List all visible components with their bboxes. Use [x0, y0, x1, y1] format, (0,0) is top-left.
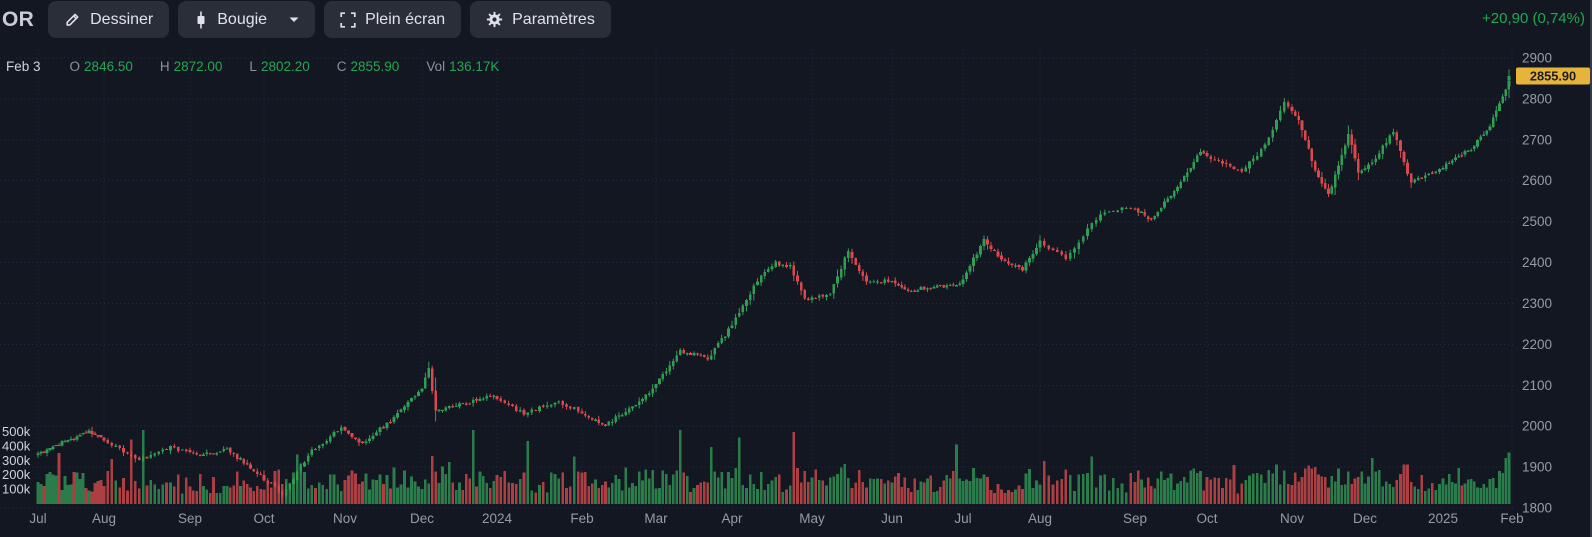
- ohlc-bar: Feb 3 O 2846.50 H 2872.00 L 2802.20 C 2855.9…: [6, 59, 526, 74]
- fullscreen-button[interactable]: Plein écran: [324, 1, 462, 38]
- y-tick: 2800: [1522, 91, 1552, 106]
- y-tick: 2400: [1522, 255, 1552, 270]
- x-tick: Feb: [570, 511, 593, 526]
- y-tick: 2600: [1522, 173, 1552, 188]
- x-tick: 2024: [482, 511, 513, 526]
- fullscreen-icon: [340, 11, 356, 28]
- y-tick: 1800: [1522, 501, 1552, 516]
- settings-button[interactable]: Paramètres: [470, 1, 611, 38]
- x-tick: Apr: [721, 511, 743, 526]
- x-tick: Jun: [881, 511, 903, 526]
- candles-layer: [36, 69, 1511, 498]
- x-tick: Jul: [954, 511, 971, 526]
- volume-tick: 300k: [2, 453, 31, 468]
- toolbar: OR Dessiner Bougie Plein écran: [0, 1, 611, 38]
- x-tick: Oct: [1196, 511, 1217, 526]
- x-axis-labels[interactable]: Jul Aug Sep Oct Nov Dec 2024 Feb Mar Apr May Jun Jul…: [29, 511, 1523, 526]
- y-tick: 2200: [1522, 337, 1552, 352]
- last-price-tag: 2855.90: [1516, 67, 1590, 85]
- chevron-down-icon: [289, 17, 299, 22]
- volume-tick: 500k: [2, 424, 31, 439]
- price-change-badge: +20,90 (0,74%): [1482, 10, 1585, 27]
- x-tick: Aug: [1028, 511, 1052, 526]
- y-tick: 2300: [1522, 296, 1552, 311]
- draw-button[interactable]: Dessiner: [48, 1, 170, 38]
- gear-icon: [486, 11, 503, 28]
- y-tick: 2000: [1522, 419, 1552, 434]
- y-tick: 2500: [1522, 214, 1552, 229]
- x-tick: Oct: [253, 511, 274, 526]
- volume-tick: 100k: [2, 482, 31, 497]
- x-tick: May: [799, 511, 825, 526]
- draw-button-label: Dessiner: [90, 10, 154, 28]
- settings-button-label: Paramètres: [512, 10, 595, 28]
- ohlc-close: C 2855.90: [336, 59, 400, 74]
- volume-tick: 200k: [2, 467, 31, 482]
- ohlc-low: L 2802.20: [249, 59, 310, 74]
- candle-type-label: Bougie: [217, 10, 268, 28]
- ohlc-date: Feb 3: [6, 59, 41, 74]
- candle-type-button[interactable]: Bougie: [178, 1, 316, 38]
- x-tick: Feb: [1500, 511, 1523, 526]
- x-tick: Jul: [29, 511, 46, 526]
- x-tick: Mar: [644, 511, 668, 526]
- y-tick: 2900: [1522, 51, 1552, 66]
- x-tick: Sep: [1123, 511, 1147, 526]
- ohlc-volume: Vol 136.17K: [426, 59, 500, 74]
- x-tick: Dec: [410, 511, 434, 526]
- x-tick: Sep: [178, 511, 202, 526]
- svg-text:2855.90: 2855.90: [1530, 69, 1576, 84]
- symbol-label: OR: [2, 7, 35, 31]
- ohlc-high: H 2872.00: [159, 59, 223, 74]
- candlestick-icon: [197, 11, 205, 28]
- y-tick: 2700: [1522, 132, 1552, 147]
- volume-layer: [36, 429, 1511, 504]
- x-tick: Nov: [1280, 511, 1304, 526]
- x-tick: Dec: [1353, 511, 1377, 526]
- x-tick: 2025: [1428, 511, 1458, 526]
- y-axis-labels[interactable]: 2900 2800 2700 2600 2500 2400 2300 2200 2100 2000…: [1522, 51, 1552, 516]
- x-tick: Nov: [333, 511, 357, 526]
- fullscreen-button-label: Plein écran: [365, 10, 446, 28]
- x-tick: Aug: [92, 511, 116, 526]
- y-tick: 2100: [1522, 378, 1552, 393]
- volume-tick: 400k: [2, 438, 31, 453]
- marker-icon: [66, 13, 79, 26]
- ohlc-open: O 2846.50: [69, 59, 133, 74]
- y-tick: 1900: [1522, 460, 1552, 475]
- right-edge-scrollbar[interactable]: [1590, 0, 1592, 537]
